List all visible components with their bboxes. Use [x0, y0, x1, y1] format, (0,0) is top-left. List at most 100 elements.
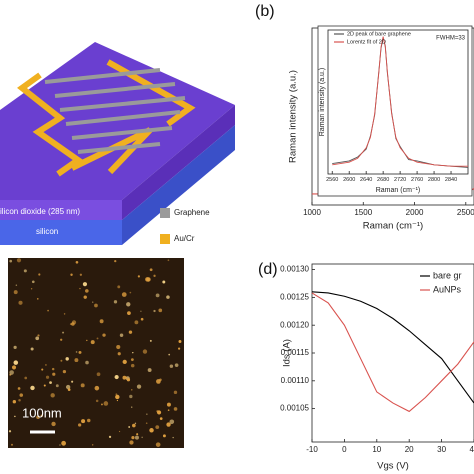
grain [92, 301, 94, 303]
grain [103, 401, 109, 406]
silicon-front [0, 220, 122, 245]
grain [114, 375, 119, 380]
grain [169, 419, 175, 425]
grain [121, 292, 127, 297]
y-tick-label: 0.00125 [280, 292, 309, 301]
grain [85, 360, 89, 365]
strip [71, 126, 173, 140]
grain [87, 418, 91, 423]
grain [82, 282, 88, 287]
annotation: FWHM=33 [436, 36, 466, 42]
grain [43, 384, 46, 387]
grain [117, 285, 121, 289]
grain [41, 368, 44, 371]
silicon-side [122, 125, 235, 245]
grain [134, 320, 139, 325]
grain [132, 352, 134, 354]
plot-frame [327, 29, 469, 175]
x-tick-label: 2600 [343, 177, 355, 183]
afm-image [8, 258, 184, 448]
grain [140, 317, 144, 321]
x-tick-label: 10 [372, 445, 381, 454]
grain [136, 433, 139, 436]
grain [95, 399, 99, 403]
y-tick-label: 0.00105 [280, 404, 309, 413]
grain [78, 350, 82, 354]
grain [136, 384, 142, 389]
grain [118, 430, 121, 433]
grain [69, 323, 72, 326]
grain [65, 357, 69, 361]
grain [173, 407, 178, 411]
grain [166, 422, 171, 427]
x-axis-label: Raman (cm⁻¹) [363, 221, 423, 232]
data-line [311, 292, 474, 413]
grain [94, 303, 98, 308]
grain [166, 295, 170, 299]
electrode [106, 59, 196, 127]
grain [132, 423, 136, 428]
grain [122, 359, 127, 365]
grain [155, 293, 160, 298]
grain [125, 376, 128, 379]
grain [149, 339, 152, 342]
grain [9, 259, 13, 263]
grain [70, 273, 73, 276]
x-axis-label: Raman (cm⁻¹) [376, 187, 421, 194]
y-tick-label: 0.00115 [281, 348, 310, 357]
grain [158, 308, 163, 313]
legend-swatch [160, 234, 170, 244]
grain [23, 269, 27, 273]
x-tick-label: 2560 [326, 177, 338, 183]
grain [75, 260, 79, 264]
grain [146, 277, 151, 282]
grain [62, 331, 65, 334]
grain [168, 353, 171, 356]
grain [178, 340, 182, 343]
grain [51, 421, 56, 427]
x-tick-label: 2840 [445, 177, 457, 183]
grain [130, 358, 134, 362]
x-tick-label: 1000 [303, 208, 321, 217]
grain [18, 300, 23, 305]
oxide-front [0, 200, 122, 220]
grain [140, 310, 142, 312]
grain [30, 385, 35, 391]
strip [77, 142, 161, 154]
oxide-side [122, 105, 235, 220]
grain [134, 435, 139, 440]
grain [108, 435, 112, 439]
x-tick-label: 2500 [457, 208, 474, 217]
grain [96, 337, 99, 340]
grain [31, 280, 35, 284]
x-tick-label: 2800 [428, 177, 440, 183]
legend-label: 2D peak of bare graphene [347, 31, 411, 37]
device-schematic: ilicon dioxide (285 nm) silicon Graphene… [0, 42, 235, 245]
y-axis-label: Raman intensity (a.u.) [288, 70, 299, 163]
x-tick-label: 40 [470, 445, 474, 454]
grain [147, 368, 152, 372]
grain [122, 375, 127, 380]
grain [60, 338, 63, 341]
legend-label: Au/Cr [174, 234, 195, 243]
grain [128, 426, 131, 428]
grain [157, 410, 160, 413]
y-axis-label: Raman intensity (a.u.) [319, 68, 326, 136]
grain [141, 436, 143, 439]
grain [61, 440, 67, 446]
grain [119, 333, 124, 337]
grain [38, 273, 41, 276]
grain [90, 340, 95, 345]
grain [59, 444, 61, 446]
grain [79, 287, 81, 290]
grain [173, 390, 178, 395]
legend-label: bare gr [433, 270, 462, 280]
grain [30, 288, 33, 290]
strip [54, 82, 176, 98]
data-line [311, 291, 474, 404]
panel-label: (d) [258, 261, 278, 278]
grain [30, 347, 34, 351]
grain [162, 434, 166, 438]
grain [155, 425, 160, 430]
grain [91, 444, 94, 446]
